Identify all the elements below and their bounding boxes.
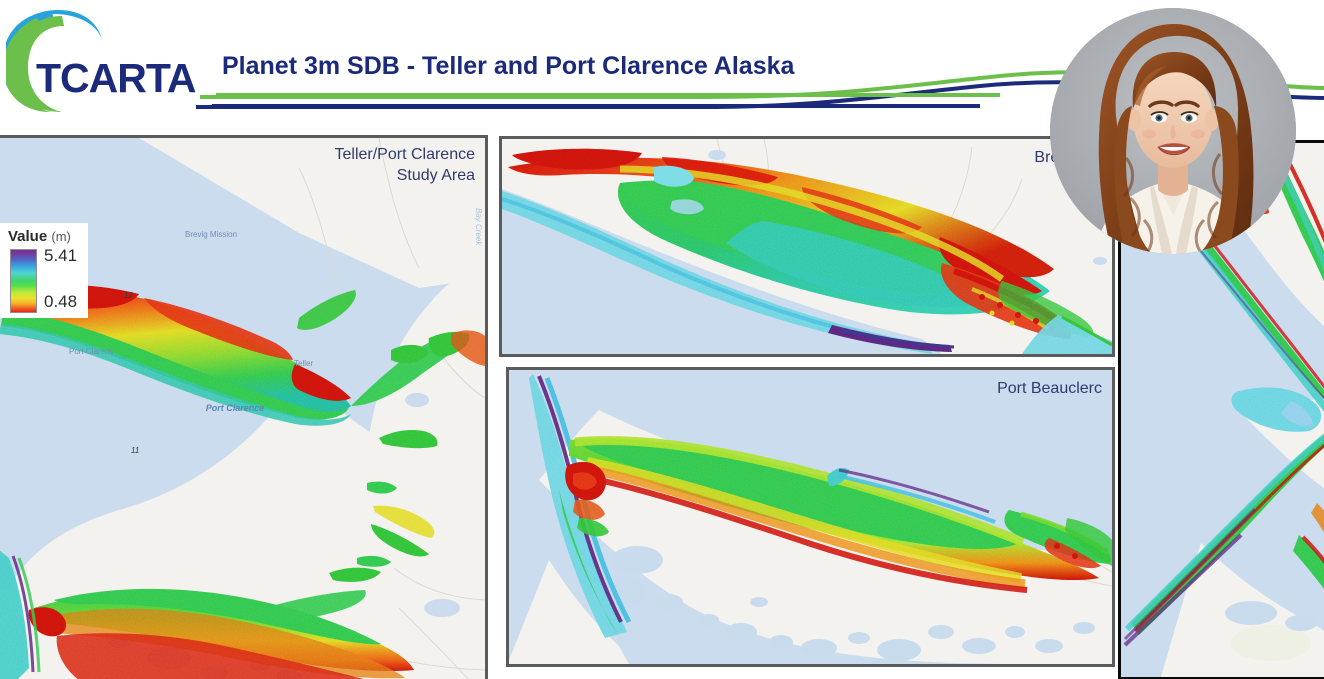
right-panel-map-graphic — [1121, 143, 1324, 677]
map-panel-right-cropped[interactable] — [1118, 140, 1324, 679]
map-panel-port-beauclerc[interactable]: Port Beauclerc — [506, 367, 1115, 667]
tcarta-wordmark: TCARTA — [36, 55, 196, 101]
brevig-lagoon-map-graphic — [502, 139, 1112, 354]
presenter-webcam-avatar[interactable] — [1050, 8, 1296, 254]
legend-title: Value (m) — [8, 228, 84, 246]
presenter-portrait — [1050, 8, 1296, 254]
map-panel-study-area[interactable]: Brevig Mission Teller Port Clarence Bay … — [0, 135, 488, 679]
port-beauclerc-map-graphic — [509, 370, 1112, 664]
legend-unit: (m) — [51, 229, 71, 244]
value-legend: Value (m) 5.41 0.48 — [0, 223, 88, 318]
page-title: Planet 3m SDB - Teller and Port Clarence… — [222, 52, 795, 80]
tcarta-logo[interactable]: TCARTA — [6, 8, 216, 113]
study-area-map-graphic — [0, 138, 485, 679]
title-underline-rules — [212, 93, 1000, 108]
legend-max-value: 5.41 — [44, 246, 78, 265]
tcarta-logo-arcs-icon — [6, 10, 102, 112]
legend-title-text: Value — [8, 228, 48, 245]
legend-body: 5.41 0.48 — [8, 246, 84, 315]
legend-min-value: 0.48 — [44, 292, 78, 311]
legend-colorbar — [10, 249, 37, 313]
map-panel-brevig-lagoon[interactable]: Brevig La — [499, 136, 1115, 357]
